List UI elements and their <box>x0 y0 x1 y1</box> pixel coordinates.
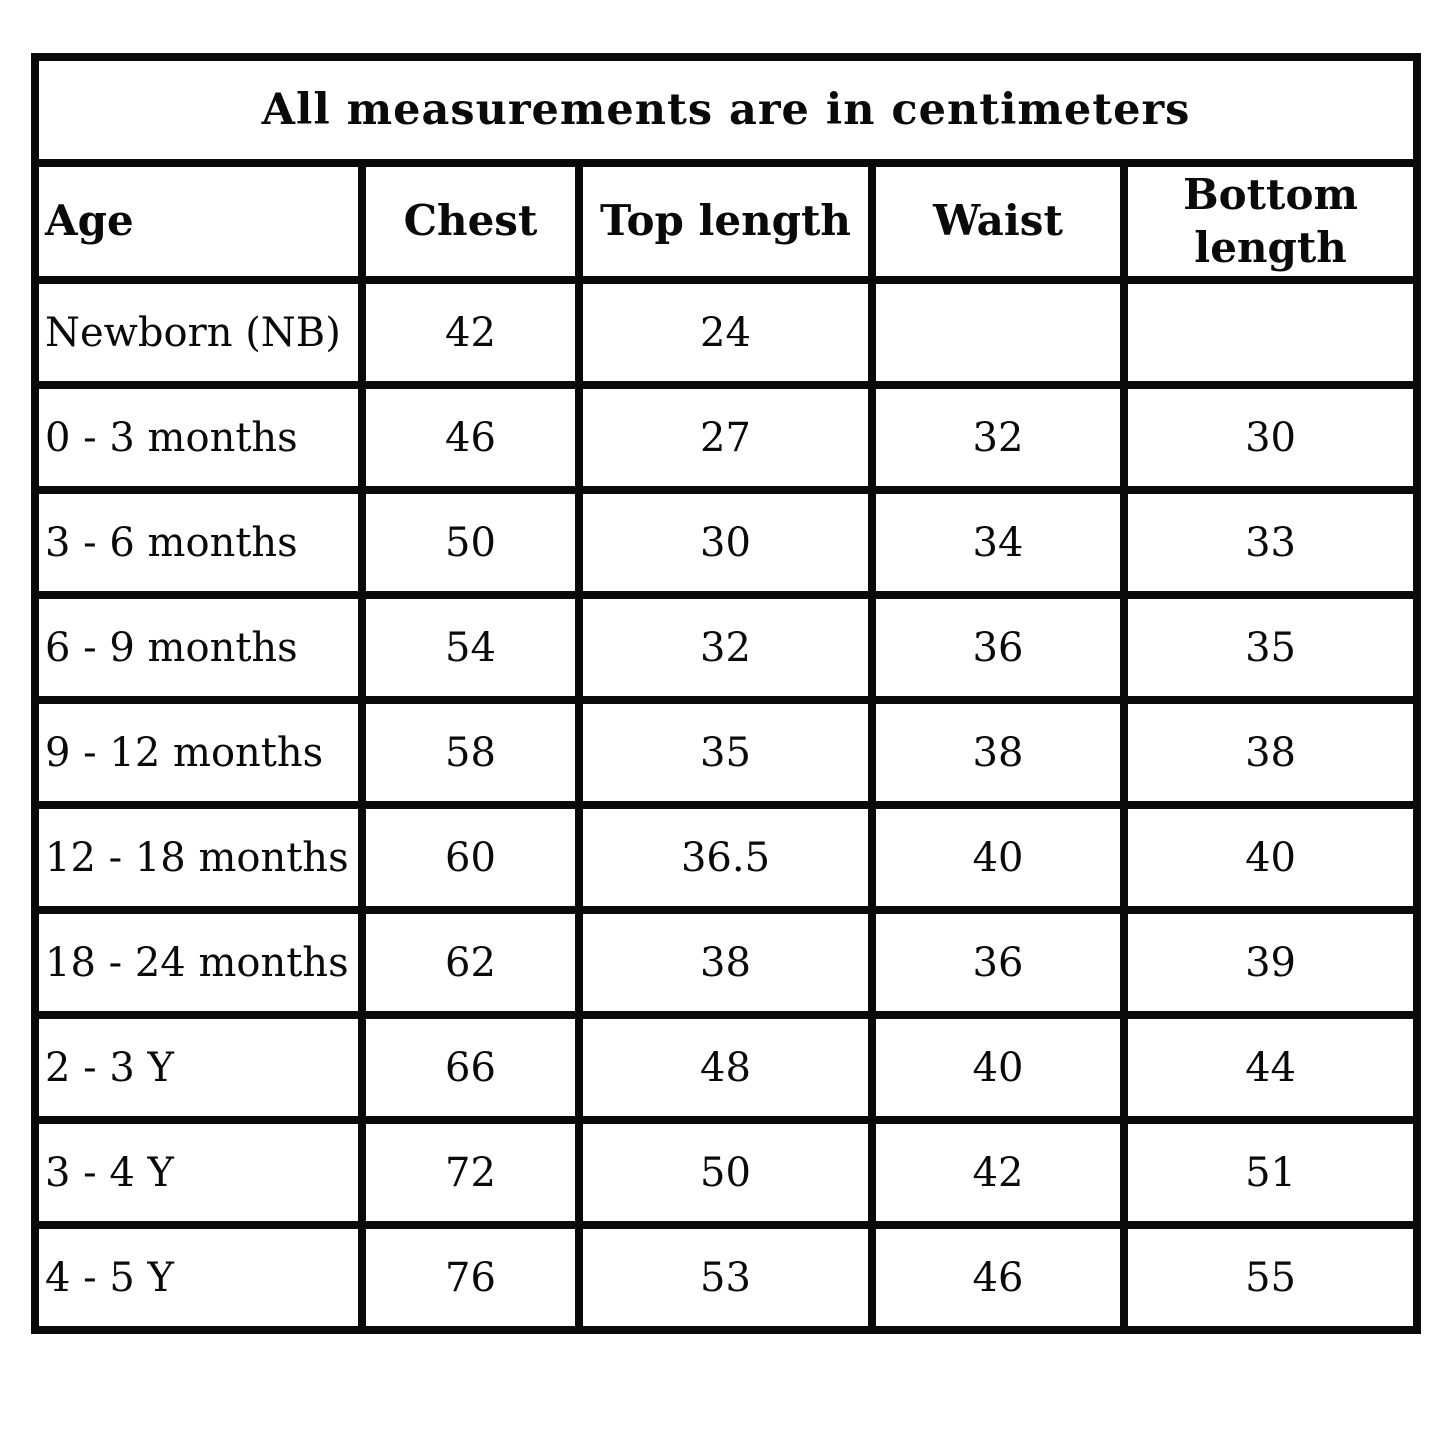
cell-chest: 60 <box>358 801 583 914</box>
cell-top-length: 35 <box>575 696 876 809</box>
cell-age: 4 - 5 Y <box>31 1221 366 1334</box>
cell-chest: 46 <box>358 381 583 494</box>
table-row: 9 - 12 months 58 35 38 38 <box>31 696 1422 809</box>
cell-chest: 54 <box>358 591 583 704</box>
cell-bottom-length: 35 <box>1119 591 1422 704</box>
cell-top-length: 38 <box>575 906 876 1019</box>
cell-chest: 76 <box>358 1221 583 1334</box>
cell-chest: 58 <box>358 696 583 809</box>
cell-age: 18 - 24 months <box>31 906 366 1019</box>
cell-age: 6 - 9 months <box>31 591 366 704</box>
cell-waist: 42 <box>868 1116 1128 1229</box>
cell-age: 2 - 3 Y <box>31 1011 366 1124</box>
column-header-age: Age <box>31 159 366 284</box>
table-row: 4 - 5 Y 76 53 46 55 <box>31 1221 1422 1334</box>
table-row: 0 - 3 months 46 27 32 30 <box>31 381 1422 494</box>
cell-top-length: 32 <box>575 591 876 704</box>
cell-chest: 62 <box>358 906 583 1019</box>
cell-chest: 72 <box>358 1116 583 1229</box>
cell-waist: 34 <box>868 486 1128 599</box>
cell-top-length: 48 <box>575 1011 876 1124</box>
cell-age: 3 - 4 Y <box>31 1116 366 1229</box>
cell-waist: 32 <box>868 381 1128 494</box>
table-row: 6 - 9 months 54 32 36 35 <box>31 591 1422 704</box>
table-header-row: Age Chest Top length Waist Bottom length <box>31 159 1422 284</box>
cell-chest: 66 <box>358 1011 583 1124</box>
table-title-row: All measurements are in centimeters <box>30 53 1422 167</box>
cell-waist: 36 <box>868 906 1128 1019</box>
cell-age: Newborn (NB) <box>31 276 366 389</box>
cell-top-length: 53 <box>575 1221 876 1334</box>
table-row: 18 - 24 months 62 38 36 39 <box>31 906 1422 1019</box>
cell-chest: 42 <box>358 276 583 389</box>
column-header-waist: Waist <box>868 159 1128 284</box>
cell-top-length: 36.5 <box>575 801 876 914</box>
table-body: Newborn (NB) 42 24 0 - 3 months 46 27 32… <box>31 276 1422 1334</box>
cell-bottom-length: 55 <box>1119 1221 1422 1334</box>
size-chart-table: All measurements are in centimeters Age … <box>30 53 1422 1334</box>
table-row: Newborn (NB) 42 24 <box>31 276 1422 389</box>
cell-waist: 38 <box>868 696 1128 809</box>
cell-bottom-length: 33 <box>1119 486 1422 599</box>
cell-top-length: 24 <box>575 276 876 389</box>
cell-age: 9 - 12 months <box>31 696 366 809</box>
cell-top-length: 27 <box>575 381 876 494</box>
cell-chest: 50 <box>358 486 583 599</box>
cell-top-length: 30 <box>575 486 876 599</box>
cell-age: 3 - 6 months <box>31 486 366 599</box>
cell-age: 0 - 3 months <box>31 381 366 494</box>
cell-bottom-length: 51 <box>1119 1116 1422 1229</box>
column-header-chest: Chest <box>358 159 583 284</box>
table-row: 2 - 3 Y 66 48 40 44 <box>31 1011 1422 1124</box>
cell-waist: 36 <box>868 591 1128 704</box>
cell-waist: 40 <box>868 1011 1128 1124</box>
cell-bottom-length: 39 <box>1119 906 1422 1019</box>
cell-waist <box>868 276 1128 389</box>
cell-waist: 40 <box>868 801 1128 914</box>
table-row: 3 - 4 Y 72 50 42 51 <box>31 1116 1422 1229</box>
cell-age: 12 - 18 months <box>31 801 366 914</box>
table-row: 3 - 6 months 50 30 34 33 <box>31 486 1422 599</box>
table-row: 12 - 18 months 60 36.5 40 40 <box>31 801 1422 914</box>
cell-waist: 46 <box>868 1221 1128 1334</box>
column-header-bottom-length: Bottom length <box>1119 159 1422 284</box>
cell-bottom-length: 30 <box>1119 381 1422 494</box>
cell-bottom-length <box>1119 276 1422 389</box>
cell-bottom-length: 38 <box>1119 696 1422 809</box>
table-title: All measurements are in centimeters <box>30 53 1422 167</box>
cell-bottom-length: 40 <box>1119 801 1422 914</box>
cell-bottom-length: 44 <box>1119 1011 1422 1124</box>
cell-top-length: 50 <box>575 1116 876 1229</box>
column-header-top-length: Top length <box>575 159 876 284</box>
